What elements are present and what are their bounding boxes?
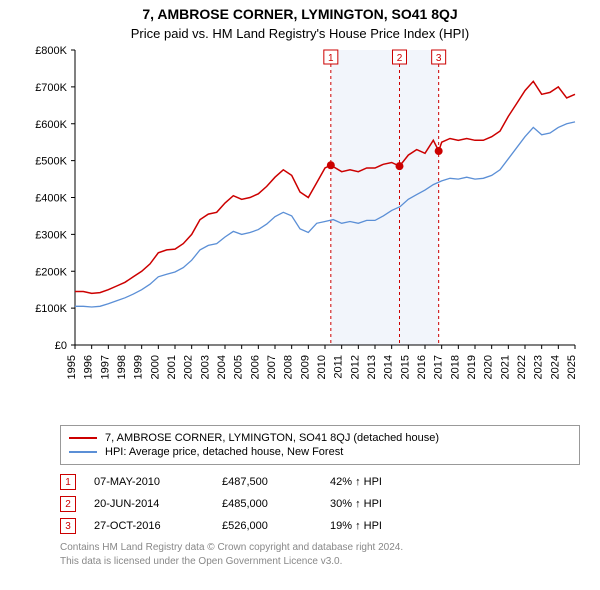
svg-text:2020: 2020 bbox=[483, 355, 495, 379]
legend-row: HPI: Average price, detached house, New … bbox=[69, 446, 571, 458]
svg-text:2022: 2022 bbox=[516, 355, 528, 379]
event-marker: 1 bbox=[60, 474, 76, 490]
event-marker: 3 bbox=[60, 518, 76, 534]
svg-text:1998: 1998 bbox=[116, 355, 128, 379]
event-row: 2 20-JUN-2014 £485,000 30% ↑ HPI bbox=[60, 493, 580, 515]
svg-text:2016: 2016 bbox=[416, 355, 428, 379]
svg-text:1997: 1997 bbox=[99, 355, 111, 379]
up-arrow-icon: ↑ bbox=[355, 520, 361, 532]
event-pct: 42% ↑ HPI bbox=[330, 476, 382, 488]
svg-text:2019: 2019 bbox=[466, 355, 478, 379]
svg-text:2006: 2006 bbox=[249, 355, 261, 379]
footer-attribution: Contains HM Land Registry data © Crown c… bbox=[60, 541, 580, 568]
chart-svg: £0 £100K £200K £300K £400K £500K £600K £700K £80… bbox=[20, 45, 580, 415]
svg-text:2: 2 bbox=[397, 53, 403, 64]
svg-text:3: 3 bbox=[436, 53, 442, 64]
up-arrow-icon: ↑ bbox=[355, 476, 361, 488]
legend: 7, AMBROSE CORNER, LYMINGTON, SO41 8QJ (… bbox=[60, 425, 580, 465]
svg-text:2007: 2007 bbox=[266, 355, 278, 379]
svg-text:2018: 2018 bbox=[449, 355, 461, 379]
svg-text:2015: 2015 bbox=[399, 355, 411, 379]
svg-text:2023: 2023 bbox=[533, 355, 545, 379]
svg-text:£800K: £800K bbox=[35, 45, 67, 57]
svg-text:£200K: £200K bbox=[35, 266, 67, 278]
legend-swatch bbox=[69, 451, 97, 453]
svg-text:2008: 2008 bbox=[283, 355, 295, 379]
svg-text:£300K: £300K bbox=[35, 229, 67, 241]
up-arrow-icon: ↑ bbox=[355, 498, 361, 510]
event-date: 20-JUN-2014 bbox=[94, 498, 204, 510]
svg-text:2000: 2000 bbox=[149, 355, 161, 379]
svg-text:1999: 1999 bbox=[133, 355, 145, 379]
chart-subtitle: Price paid vs. HM Land Registry's House … bbox=[0, 26, 600, 41]
svg-text:2011: 2011 bbox=[333, 355, 345, 379]
svg-text:£400K: £400K bbox=[35, 193, 67, 205]
svg-text:£700K: £700K bbox=[35, 82, 67, 94]
svg-text:£600K: £600K bbox=[35, 119, 67, 131]
svg-text:£0: £0 bbox=[55, 340, 67, 352]
sale-events: 1 07-MAY-2010 £487,500 42% ↑ HPI 2 20-JUN-201… bbox=[60, 471, 580, 537]
svg-text:2002: 2002 bbox=[183, 355, 195, 379]
svg-text:1: 1 bbox=[328, 53, 334, 64]
event-row: 1 07-MAY-2010 £487,500 42% ↑ HPI bbox=[60, 471, 580, 493]
svg-text:£500K: £500K bbox=[35, 156, 67, 168]
event-date: 27-OCT-2016 bbox=[94, 520, 204, 532]
svg-text:2001: 2001 bbox=[166, 355, 178, 379]
legend-label: 7, AMBROSE CORNER, LYMINGTON, SO41 8QJ (… bbox=[105, 432, 439, 444]
event-date: 07-MAY-2010 bbox=[94, 476, 204, 488]
svg-text:2004: 2004 bbox=[216, 355, 228, 379]
svg-text:1996: 1996 bbox=[83, 355, 95, 379]
chart-title: 7, AMBROSE CORNER, LYMINGTON, SO41 8QJ bbox=[0, 6, 600, 22]
svg-text:2021: 2021 bbox=[499, 355, 511, 379]
svg-text:2012: 2012 bbox=[349, 355, 361, 379]
svg-text:2014: 2014 bbox=[383, 355, 395, 379]
footer-line-2: This data is licensed under the Open Gov… bbox=[60, 555, 580, 569]
svg-text:£100K: £100K bbox=[35, 303, 67, 315]
svg-text:2009: 2009 bbox=[299, 355, 311, 379]
svg-text:2013: 2013 bbox=[366, 355, 378, 379]
legend-swatch bbox=[69, 437, 97, 439]
footer-line-1: Contains HM Land Registry data © Crown c… bbox=[60, 541, 580, 555]
svg-text:2024: 2024 bbox=[549, 355, 561, 379]
svg-text:2003: 2003 bbox=[199, 355, 211, 379]
svg-text:2005: 2005 bbox=[233, 355, 245, 379]
chart-header: 7, AMBROSE CORNER, LYMINGTON, SO41 8QJ P… bbox=[0, 0, 600, 43]
legend-row: 7, AMBROSE CORNER, LYMINGTON, SO41 8QJ (… bbox=[69, 432, 571, 444]
chart-area: £0 £100K £200K £300K £400K £500K £600K £700K £80… bbox=[20, 45, 580, 415]
event-price: £485,000 bbox=[222, 498, 312, 510]
event-price: £487,500 bbox=[222, 476, 312, 488]
event-pct: 19% ↑ HPI bbox=[330, 520, 382, 532]
event-row: 3 27-OCT-2016 £526,000 19% ↑ HPI bbox=[60, 515, 580, 537]
svg-text:2025: 2025 bbox=[566, 355, 578, 379]
event-price: £526,000 bbox=[222, 520, 312, 532]
event-pct: 30% ↑ HPI bbox=[330, 498, 382, 510]
event-marker: 2 bbox=[60, 496, 76, 512]
svg-text:2017: 2017 bbox=[433, 355, 445, 379]
legend-label: HPI: Average price, detached house, New … bbox=[105, 446, 343, 458]
svg-text:2010: 2010 bbox=[316, 355, 328, 379]
svg-text:1995: 1995 bbox=[66, 355, 78, 379]
